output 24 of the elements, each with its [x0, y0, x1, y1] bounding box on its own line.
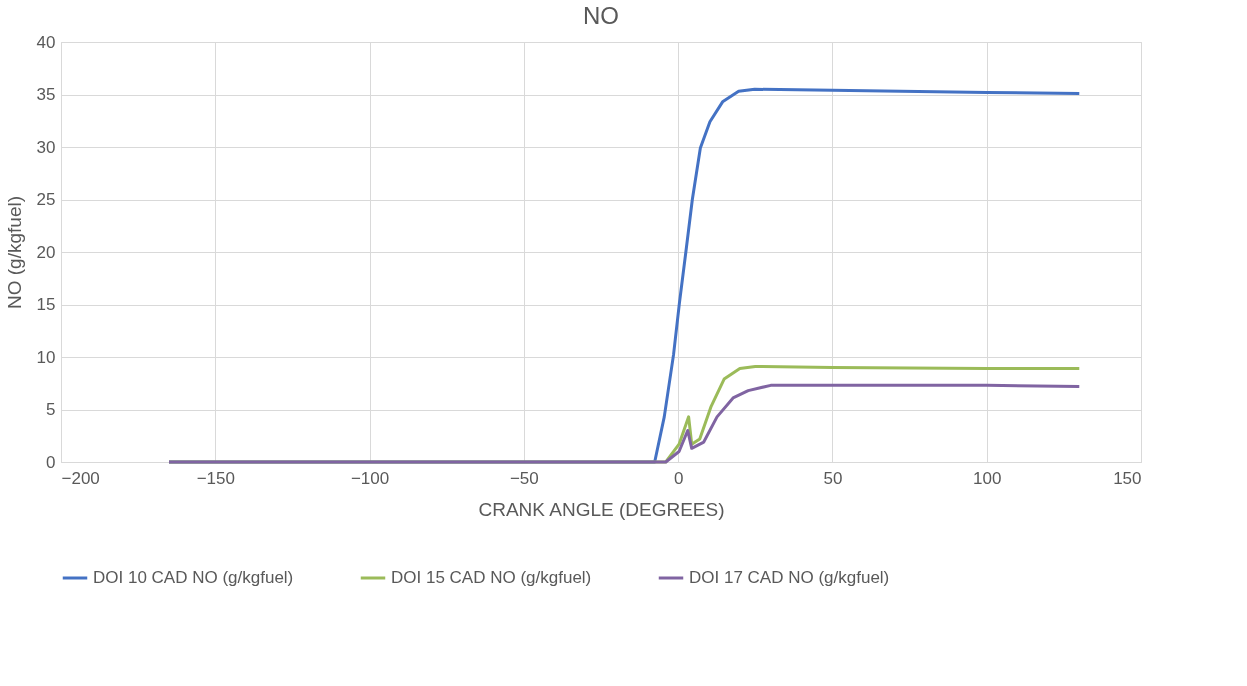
y-tick-label: 25	[36, 190, 56, 209]
x-tick-label: 100	[973, 468, 1002, 488]
y-tick-label: 40	[36, 32, 56, 52]
legend-label: DOI 17 CAD NO (g/kgfuel)	[689, 568, 890, 587]
y-tick-label: 15	[36, 295, 56, 314]
x-tick-label: −200	[61, 468, 100, 488]
x-tick-label: −100	[350, 468, 390, 488]
x-tick-label: 150	[1113, 468, 1142, 488]
y-tick-label: 5	[46, 400, 56, 419]
x-tick-label: −150	[196, 468, 235, 488]
x-axis-title: CRANK ANGLE (DEGREES)	[478, 498, 725, 520]
y-tick-label: 35	[36, 85, 56, 104]
chart-title: NO	[583, 2, 619, 29]
y-tick-label: 20	[36, 242, 56, 262]
y-axis-title: NO (g/kgfuel)	[3, 196, 25, 309]
y-tick-label: 30	[36, 137, 56, 157]
line-series	[167, 383, 1081, 464]
y-tick-label: 10	[36, 347, 56, 367]
y-tick-label: 0	[46, 452, 56, 472]
x-tick-label: 0	[673, 468, 684, 488]
x-tick-label: −50	[509, 468, 539, 488]
legend-label: DOI 15 CAD NO (g/kgfuel)	[391, 568, 592, 587]
x-tick-label: 50	[823, 468, 843, 488]
legend-label: DOI 10 CAD NO (g/kgfuel)	[93, 568, 294, 587]
